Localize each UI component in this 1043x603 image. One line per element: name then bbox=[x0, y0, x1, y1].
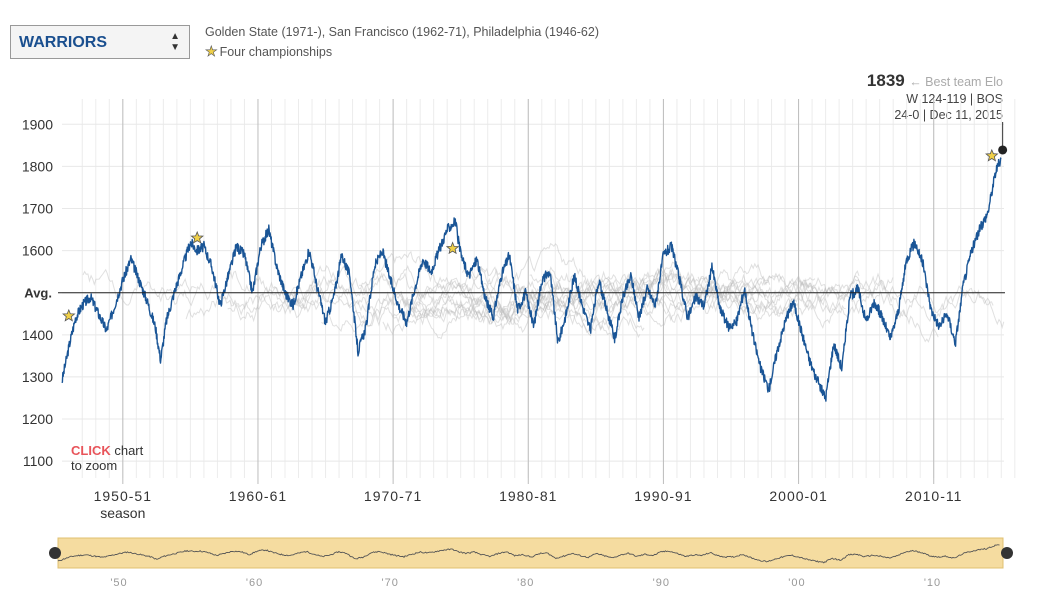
y-tick-label: 1400 bbox=[22, 327, 53, 343]
navigator-tick-label: '10 bbox=[924, 577, 941, 589]
navigator-tick-label: '60 bbox=[246, 577, 263, 589]
championship-star-icon bbox=[445, 241, 460, 255]
click-hint: CLICK chart to zoom bbox=[71, 443, 143, 473]
navigator-tick-label: '00 bbox=[788, 577, 805, 589]
y-tick-label: 1900 bbox=[22, 116, 53, 132]
x-tick-label: 2000-01 bbox=[769, 488, 827, 504]
y-tick-label: 1800 bbox=[22, 158, 53, 174]
championship-star-icon bbox=[62, 308, 76, 322]
championship-star-icon bbox=[190, 230, 204, 244]
up-down-arrows-icon: ▲ ▼ bbox=[170, 31, 180, 53]
championships-legend: ★ Four championships bbox=[205, 43, 332, 60]
league-team-line bbox=[461, 266, 815, 321]
y-tick-label: 1700 bbox=[22, 200, 53, 216]
best-elo-dot bbox=[998, 145, 1008, 155]
league-team-line bbox=[269, 266, 561, 327]
league-team-line bbox=[643, 275, 1005, 330]
league-team-line bbox=[697, 262, 846, 314]
best-elo: 1839 ← Best team Elo bbox=[867, 71, 1003, 91]
navigator-tick-label: '70 bbox=[382, 577, 399, 589]
x-tick-label: 1980-81 bbox=[499, 488, 557, 504]
x-axis-label: season bbox=[100, 505, 145, 521]
navigator-tick-label: '80 bbox=[517, 577, 534, 589]
navigator-left-handle[interactable] bbox=[49, 547, 61, 559]
league-team-line bbox=[382, 268, 616, 337]
best-elo-line1: W 124-119 | BOS bbox=[906, 92, 1003, 106]
league-team-line bbox=[354, 242, 668, 324]
championship-star-icon bbox=[985, 148, 999, 162]
y-tick-label: 1100 bbox=[23, 453, 53, 469]
franchise-history: Golden State (1971-), San Francisco (196… bbox=[205, 25, 599, 39]
x-tick-label: 2010-11 bbox=[905, 488, 962, 504]
league-team-line bbox=[288, 280, 536, 340]
navigator-window[interactable] bbox=[57, 537, 1004, 569]
league-team-line bbox=[407, 275, 771, 328]
x-tick-label: 1970-71 bbox=[364, 488, 422, 504]
navigator-line bbox=[57, 544, 1000, 564]
league-team-line bbox=[529, 269, 894, 319]
best-elo-detail: W 124-119 | BOS 24-0 | Dec 11, 2015 bbox=[894, 91, 1003, 123]
league-team-line bbox=[185, 265, 502, 320]
click-hint-highlight: CLICK bbox=[71, 443, 111, 458]
y-tick-label: 1200 bbox=[22, 411, 53, 427]
navigator-right-handle[interactable] bbox=[1001, 547, 1013, 559]
x-tick-label: 1990-91 bbox=[634, 488, 692, 504]
league-team-line bbox=[227, 264, 512, 323]
y-tick-label: 1300 bbox=[22, 369, 53, 385]
x-tick-label: 1960-61 bbox=[229, 488, 287, 504]
league-team-line bbox=[358, 250, 553, 322]
navigator-tick-label: '50 bbox=[110, 577, 127, 589]
league-team-line bbox=[225, 269, 322, 306]
best-elo-line2: 24-0 | Dec 11, 2015 bbox=[894, 108, 1003, 122]
best-elo-value: 1839 bbox=[866, 71, 905, 90]
best-elo-label: ← Best team Elo bbox=[909, 75, 1003, 89]
y-tick-label: 1600 bbox=[22, 243, 53, 259]
team-select-value: WARRIORS bbox=[19, 34, 107, 51]
team-select[interactable]: WARRIORS ▲ ▼ bbox=[10, 25, 190, 59]
y-tick-avg: Avg. bbox=[24, 286, 52, 301]
league-team-line bbox=[393, 283, 641, 340]
click-hint-text1: chart bbox=[114, 443, 144, 458]
league-team-line bbox=[157, 278, 369, 319]
x-tick-label: 1950-51 bbox=[94, 488, 152, 504]
league-team-line bbox=[639, 277, 722, 315]
team-elo-line bbox=[61, 157, 1002, 402]
star-icon: ★ bbox=[205, 43, 218, 60]
navigator-tick-label: '90 bbox=[653, 577, 670, 589]
championships-label: Four championships bbox=[219, 45, 333, 59]
click-hint-text2: to zoom bbox=[71, 458, 118, 473]
league-team-line bbox=[82, 268, 197, 306]
league-team-line bbox=[666, 275, 939, 343]
